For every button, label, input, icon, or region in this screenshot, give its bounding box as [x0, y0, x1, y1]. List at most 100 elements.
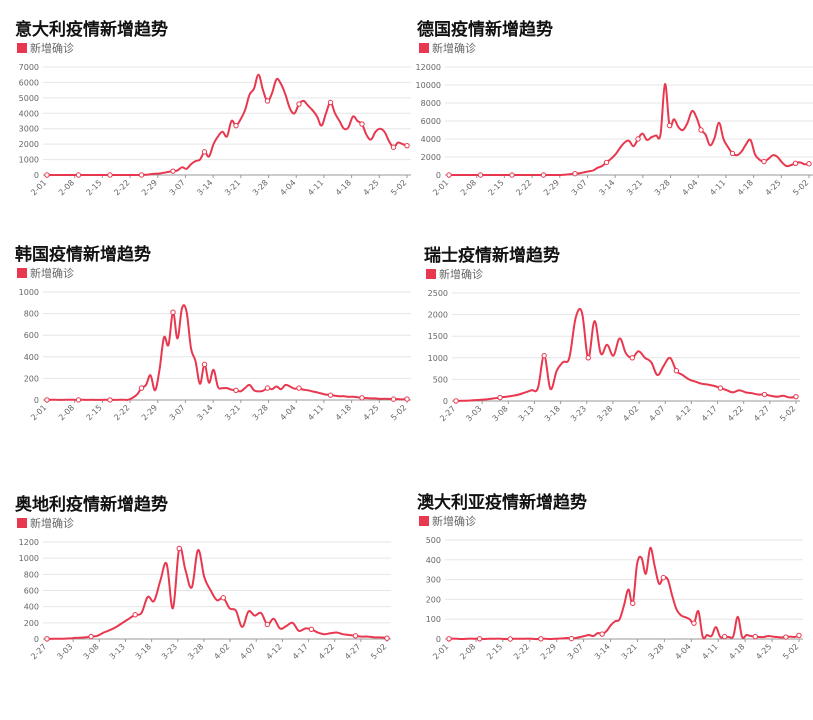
y-tick-label: 2000	[428, 311, 448, 320]
data-point	[761, 158, 767, 165]
y-tick-label: 8000	[421, 99, 441, 108]
chart-legend[interactable]: 新增确诊	[419, 513, 476, 529]
y-tick-label: 0	[443, 397, 448, 406]
y-tick-label: 1000	[19, 156, 39, 165]
chart-legend[interactable]: 新增确诊	[17, 515, 74, 531]
data-point	[359, 121, 365, 127]
data-point	[673, 368, 680, 374]
line-chart-switzerland: 0 500 1000 1500 2000 2500 2-27 3-03 3-08 3-13 3-18…	[428, 289, 800, 423]
y-tick-label: 800	[24, 310, 39, 319]
data-point	[572, 170, 578, 177]
y-tick-label: 0	[436, 635, 441, 644]
x-tick-label: 3-28	[251, 403, 270, 422]
x-tick-label: 3-21	[223, 178, 242, 197]
data-point	[453, 398, 459, 404]
x-tick-label: 3-03	[464, 404, 483, 423]
data-point	[603, 159, 610, 166]
data-point	[44, 172, 50, 178]
x-tick-label: 3-28	[251, 178, 270, 197]
data-point	[390, 396, 397, 402]
data-point	[477, 172, 484, 178]
x-tick-label: 3-23	[569, 404, 588, 423]
x-tick-label: 2-22	[112, 178, 131, 197]
chart-legend[interactable]: 新增确诊	[426, 266, 483, 282]
series-line	[46, 304, 408, 401]
x-tick-label: 5-02	[389, 403, 408, 422]
y-tick-label: 6000	[421, 117, 441, 126]
data-point	[568, 635, 575, 642]
x-tick-label: 4-04	[278, 178, 297, 197]
chart-legend[interactable]: 新增确诊	[17, 40, 74, 56]
data-point	[792, 160, 799, 167]
data-point	[201, 149, 208, 155]
x-tick-label: 4-07	[647, 404, 666, 423]
x-tick-label: 2-29	[140, 178, 159, 197]
chart-panel-germany: 德国疫情新增趋势 新增确诊 0 2000 4000 6000 8000 10000 1200…	[416, 15, 813, 245]
x-tick-label: 4-18	[334, 403, 353, 422]
x-tick-label: 4-11	[306, 403, 325, 422]
x-tick-label: 2-08	[458, 642, 477, 661]
data-point	[717, 385, 724, 391]
data-point	[75, 397, 82, 403]
x-tick-label: 4-07	[238, 642, 257, 661]
y-tick-label: 5000	[19, 94, 39, 103]
y-tick-label: 1000	[19, 554, 39, 563]
data-point	[630, 600, 636, 607]
data-point	[170, 168, 176, 174]
x-tick-label: 4-12	[674, 404, 693, 423]
data-point	[541, 352, 547, 359]
y-tick-label: 7000	[19, 63, 39, 72]
legend-swatch	[17, 518, 27, 528]
x-tick-label: 4-04	[680, 178, 699, 197]
x-tick-label: 4-25	[764, 178, 783, 197]
x-tick-label: 4-12	[265, 642, 284, 661]
y-tick-label: 200	[24, 619, 39, 628]
series-line	[46, 546, 388, 640]
chart-title: 澳大利亚疫情新增趋势	[417, 493, 587, 513]
x-tick-label: 2-08	[57, 403, 76, 422]
chart-legend[interactable]: 新增确诊	[17, 265, 74, 281]
series-line	[448, 546, 800, 640]
x-tick-label: 4-27	[343, 642, 362, 661]
legend-label: 新增确诊	[30, 267, 74, 280]
x-tick-label: 4-04	[278, 403, 297, 422]
chart-title: 德国疫情新增趋势	[417, 20, 553, 40]
data-point	[761, 391, 768, 398]
chart-title: 奥地利疫情新增趋势	[15, 495, 168, 515]
data-point	[752, 633, 758, 640]
y-tick-label: 800	[24, 570, 39, 579]
x-tick-label: 2-22	[512, 642, 531, 661]
y-tick-label: 400	[426, 556, 441, 565]
x-tick-label: 5-02	[781, 642, 800, 661]
x-tick-label: 4-02	[621, 404, 640, 423]
x-tick-label: 4-18	[727, 642, 746, 661]
chart-title: 韩国疫情新增趋势	[15, 245, 151, 265]
y-tick-label: 1000	[428, 354, 448, 363]
data-point	[796, 632, 802, 639]
y-tick-label: 1500	[428, 332, 448, 341]
x-tick-label: 5-02	[389, 178, 408, 197]
x-tick-label: 3-14	[195, 403, 214, 422]
y-tick-label: 400	[24, 603, 39, 612]
data-point	[509, 172, 515, 178]
chart-panel-austria: 奥地利疫情新增趋势 新增确诊 0 200 400 600 800 1000 1200 2-27…	[15, 490, 415, 720]
line-chart-korea: 0 200 400 600 800 1000 2-01 2-08 2-15 2-22 2-29 3-0…	[19, 288, 411, 422]
x-tick-label: 4-11	[700, 642, 719, 661]
x-tick-label: 4-27	[752, 404, 771, 423]
data-point	[201, 361, 208, 368]
legend-label: 新增确诊	[432, 515, 476, 528]
y-tick-label: 2000	[421, 153, 441, 162]
data-point	[107, 172, 113, 178]
data-point	[352, 633, 359, 639]
legend-label: 新增确诊	[439, 268, 483, 281]
x-tick-label: 4-25	[362, 403, 381, 422]
data-point	[446, 172, 452, 178]
x-tick-label: 3-07	[570, 178, 589, 197]
data-point	[635, 136, 641, 142]
data-point	[264, 98, 271, 104]
x-tick-label: 2-27	[438, 404, 457, 423]
chart-legend[interactable]: 新增确诊	[419, 40, 476, 56]
x-tick-label: 3-03	[55, 642, 74, 661]
x-tick-label: 3-13	[108, 642, 127, 661]
x-tick-label: 3-18	[134, 642, 153, 661]
